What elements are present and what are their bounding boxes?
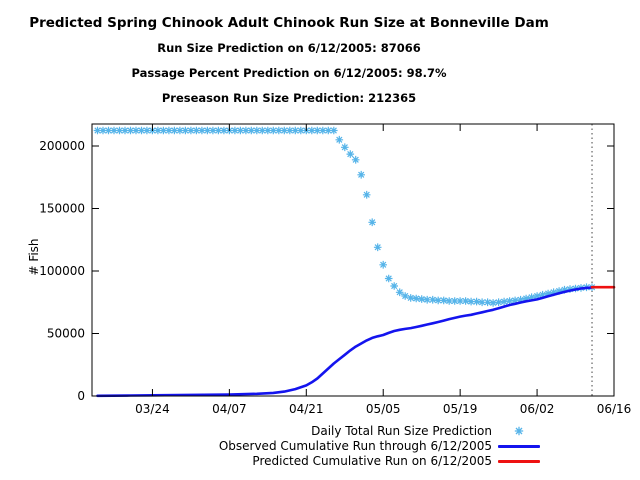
y-tick-label: 0 [77,389,85,403]
blue-line-marker-icon [492,439,546,454]
x-tick-label: 03/24 [135,402,170,416]
x-tick-label: 06/02 [520,402,555,416]
legend-row-observed-cumulative: Observed Cumulative Run through 6/12/200… [0,438,546,453]
y-tick-label: 50000 [47,327,85,341]
red-line-marker-icon [492,454,546,469]
asterisk-marker-icon [492,423,546,438]
legend: Daily Total Run Size Prediction Observed… [0,423,546,469]
y-tick-label: 200000 [39,139,85,153]
chart-title: Predicted Spring Chinook Adult Chinook R… [29,15,549,31]
chart-subtitle-passage-percent: Passage Percent Prediction on 6/12/2005:… [131,66,447,80]
x-tick-label: 04/07 [212,402,247,416]
legend-label-predicted-cumulative: Predicted Cumulative Run on 6/12/2005 [252,454,492,469]
x-tick-label: 06/16 [597,402,632,416]
chart-subtitle-preseason: Preseason Run Size Prediction: 212365 [161,91,417,105]
x-tick-label: 05/19 [443,402,478,416]
series-daily-total-run-size-prediction [93,126,596,307]
legend-label-observed-cumulative: Observed Cumulative Run through 6/12/200… [218,439,492,454]
chart-subtitle-run-size: Run Size Prediction on 6/12/2005: 87066 [157,41,421,55]
y-tick-label: 150000 [39,202,85,216]
y-tick-label: 100000 [39,264,85,278]
series-observed-cumulative-run-through-6-12-2005 [96,286,594,398]
axis-box [91,123,615,397]
x-tick-label: 04/21 [289,402,324,416]
legend-row-daily-prediction: Daily Total Run Size Prediction [0,423,546,438]
x-tick-label: 05/05 [366,402,401,416]
legend-label-daily-prediction: Daily Total Run Size Prediction [311,423,492,438]
legend-row-predicted-cumulative: Predicted Cumulative Run on 6/12/2005 [0,454,546,469]
